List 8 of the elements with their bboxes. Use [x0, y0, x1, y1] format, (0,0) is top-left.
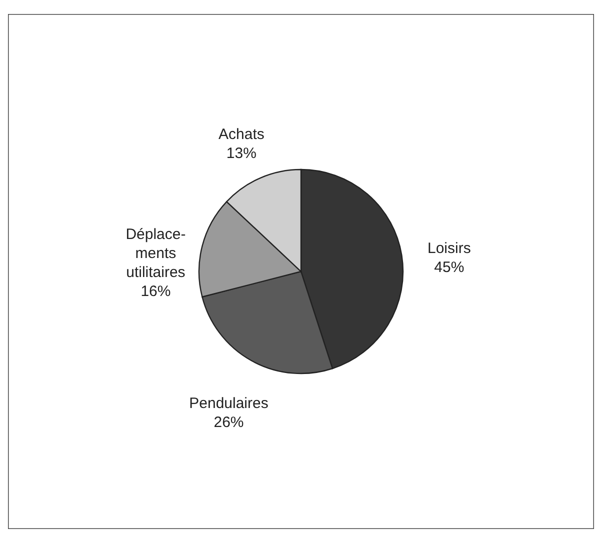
slice-label: Achats [218, 126, 264, 143]
data-label: 26% [214, 414, 244, 431]
data-label: 16% [140, 283, 171, 300]
slice-label: Déplace- ments utilitaires [126, 226, 186, 282]
slice-label: Pendulaires [189, 394, 268, 412]
slice-label: Loisirs [427, 240, 471, 258]
data-label: 45% [434, 259, 464, 276]
data-label: 13% [226, 144, 256, 162]
